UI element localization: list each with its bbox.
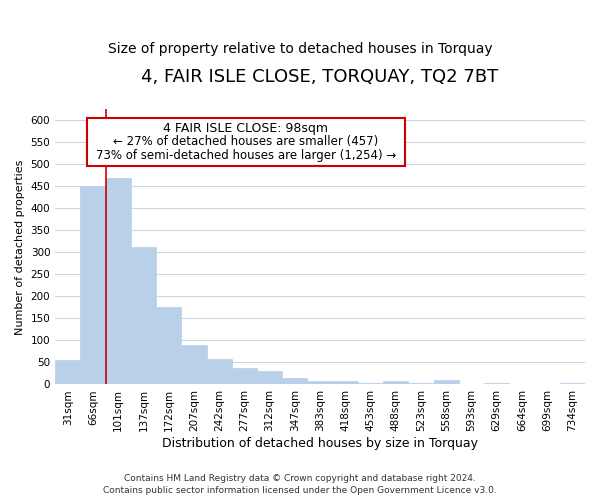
- Bar: [560, 383, 585, 384]
- Bar: [358, 382, 383, 384]
- Bar: [80, 186, 106, 384]
- Text: Size of property relative to detached houses in Torquay: Size of property relative to detached ho…: [107, 42, 493, 56]
- Text: Contains public sector information licensed under the Open Government Licence v3: Contains public sector information licen…: [103, 486, 497, 495]
- Bar: [232, 368, 257, 384]
- Bar: [131, 247, 156, 384]
- Title: 4, FAIR ISLE CLOSE, TORQUAY, TQ2 7BT: 4, FAIR ISLE CLOSE, TORQUAY, TQ2 7BT: [142, 68, 499, 86]
- Bar: [383, 381, 409, 384]
- Text: 4 FAIR ISLE CLOSE: 98sqm: 4 FAIR ISLE CLOSE: 98sqm: [163, 122, 328, 134]
- Bar: [156, 308, 181, 384]
- Bar: [106, 178, 131, 384]
- Y-axis label: Number of detached properties: Number of detached properties: [15, 159, 25, 334]
- Text: ← 27% of detached houses are smaller (457): ← 27% of detached houses are smaller (45…: [113, 136, 379, 148]
- Text: 73% of semi-detached houses are larger (1,254) →: 73% of semi-detached houses are larger (…: [96, 149, 396, 162]
- Bar: [332, 381, 358, 384]
- Text: Contains HM Land Registry data © Crown copyright and database right 2024.: Contains HM Land Registry data © Crown c…: [124, 474, 476, 483]
- Bar: [206, 360, 232, 384]
- Bar: [257, 371, 282, 384]
- Bar: [484, 383, 509, 384]
- Bar: [181, 345, 206, 385]
- X-axis label: Distribution of detached houses by size in Torquay: Distribution of detached houses by size …: [162, 437, 478, 450]
- Bar: [307, 382, 332, 384]
- FancyBboxPatch shape: [87, 118, 405, 166]
- Bar: [282, 378, 307, 384]
- Bar: [409, 382, 434, 384]
- Bar: [434, 380, 459, 384]
- Bar: [55, 360, 80, 384]
